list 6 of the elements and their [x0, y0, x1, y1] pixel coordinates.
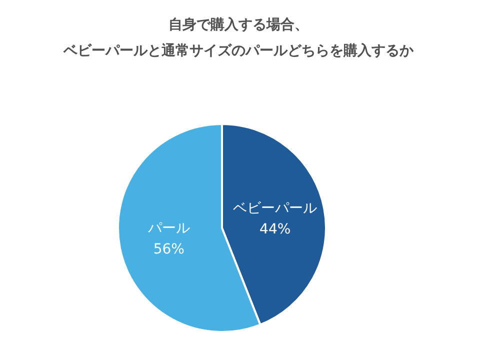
slice-label: パール: [146, 220, 190, 237]
data-label: 44%: [260, 221, 291, 238]
title: 自身で購入する場合、: [168, 16, 310, 34]
subtitle: ベビーパールと通常サイズのパールどちらを購入するか: [62, 42, 414, 60]
slice-label: ベビーパール: [233, 200, 318, 216]
data-label: 56%: [153, 242, 184, 258]
